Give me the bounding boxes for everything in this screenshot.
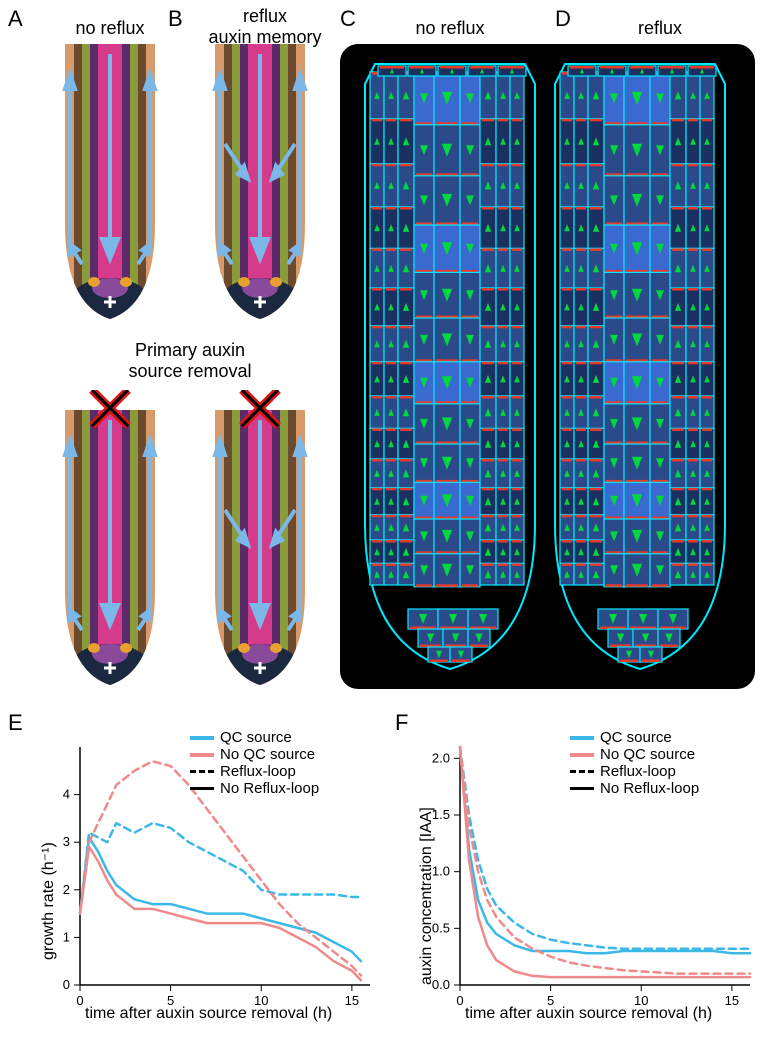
legend-qc-f: QC source	[570, 729, 699, 746]
chart-f: 0510150.00.51.01.52.0 auxin concentratio…	[410, 735, 760, 1025]
svg-text:3: 3	[63, 834, 70, 849]
chart-e-ylabel: growth rate (h⁻¹)	[38, 842, 58, 960]
svg-text:2: 2	[63, 882, 70, 897]
panel-label-e: E	[8, 710, 23, 736]
legend-reflux-f: Reflux-loop	[570, 763, 699, 780]
chart-f-ylabel: auxin concentration [IAA]	[418, 807, 436, 985]
svg-text:15: 15	[725, 993, 739, 1008]
legend-noreflux: No Reflux-loop	[190, 780, 319, 797]
removal-title: Primary auxin source removal	[100, 340, 280, 382]
panel-a-title: no reflux	[50, 18, 170, 39]
panel-label-f: F	[395, 710, 408, 736]
legend-noqc-f: No QC source	[570, 746, 699, 763]
svg-text:0: 0	[456, 993, 463, 1008]
panel-c-title: no reflux	[390, 18, 510, 39]
svg-text:15: 15	[345, 993, 359, 1008]
legend-qc: QC source	[190, 729, 319, 746]
chart-e: 05101501234 growth rate (h⁻¹) time after…	[30, 735, 380, 1025]
svg-text:2.0: 2.0	[432, 750, 450, 765]
chart-f-legend: QC source No QC source Reflux-loop No Re…	[570, 729, 699, 797]
root-diagram-b-bottom	[200, 390, 320, 690]
panel-label-a: A	[8, 6, 23, 32]
svg-text:0: 0	[76, 993, 83, 1008]
panel-label-c: C	[340, 6, 356, 32]
panel-label-b: B	[168, 6, 183, 32]
legend-noqc: No QC source	[190, 746, 319, 763]
chart-f-xlabel: time after auxin source removal (h)	[465, 1005, 712, 1023]
panel-b-title: reflux auxin memory	[195, 6, 335, 48]
panel-d-title: reflux	[600, 18, 720, 39]
chart-e-legend: QC source No QC source Reflux-loop No Re…	[190, 729, 319, 797]
svg-text:0: 0	[63, 977, 70, 992]
legend-reflux: Reflux-loop	[190, 763, 319, 780]
root-diagram-a-bottom	[50, 390, 170, 690]
svg-text:4: 4	[63, 787, 70, 802]
chart-e-xlabel: time after auxin source removal (h)	[85, 1005, 332, 1023]
legend-noreflux-f: No Reflux-loop	[570, 780, 699, 797]
svg-text:1: 1	[63, 929, 70, 944]
root-diagram-b-top	[200, 44, 320, 324]
root-diagram-a-top	[50, 44, 170, 324]
cells-overlay	[340, 44, 755, 689]
panel-label-d: D	[555, 6, 571, 32]
